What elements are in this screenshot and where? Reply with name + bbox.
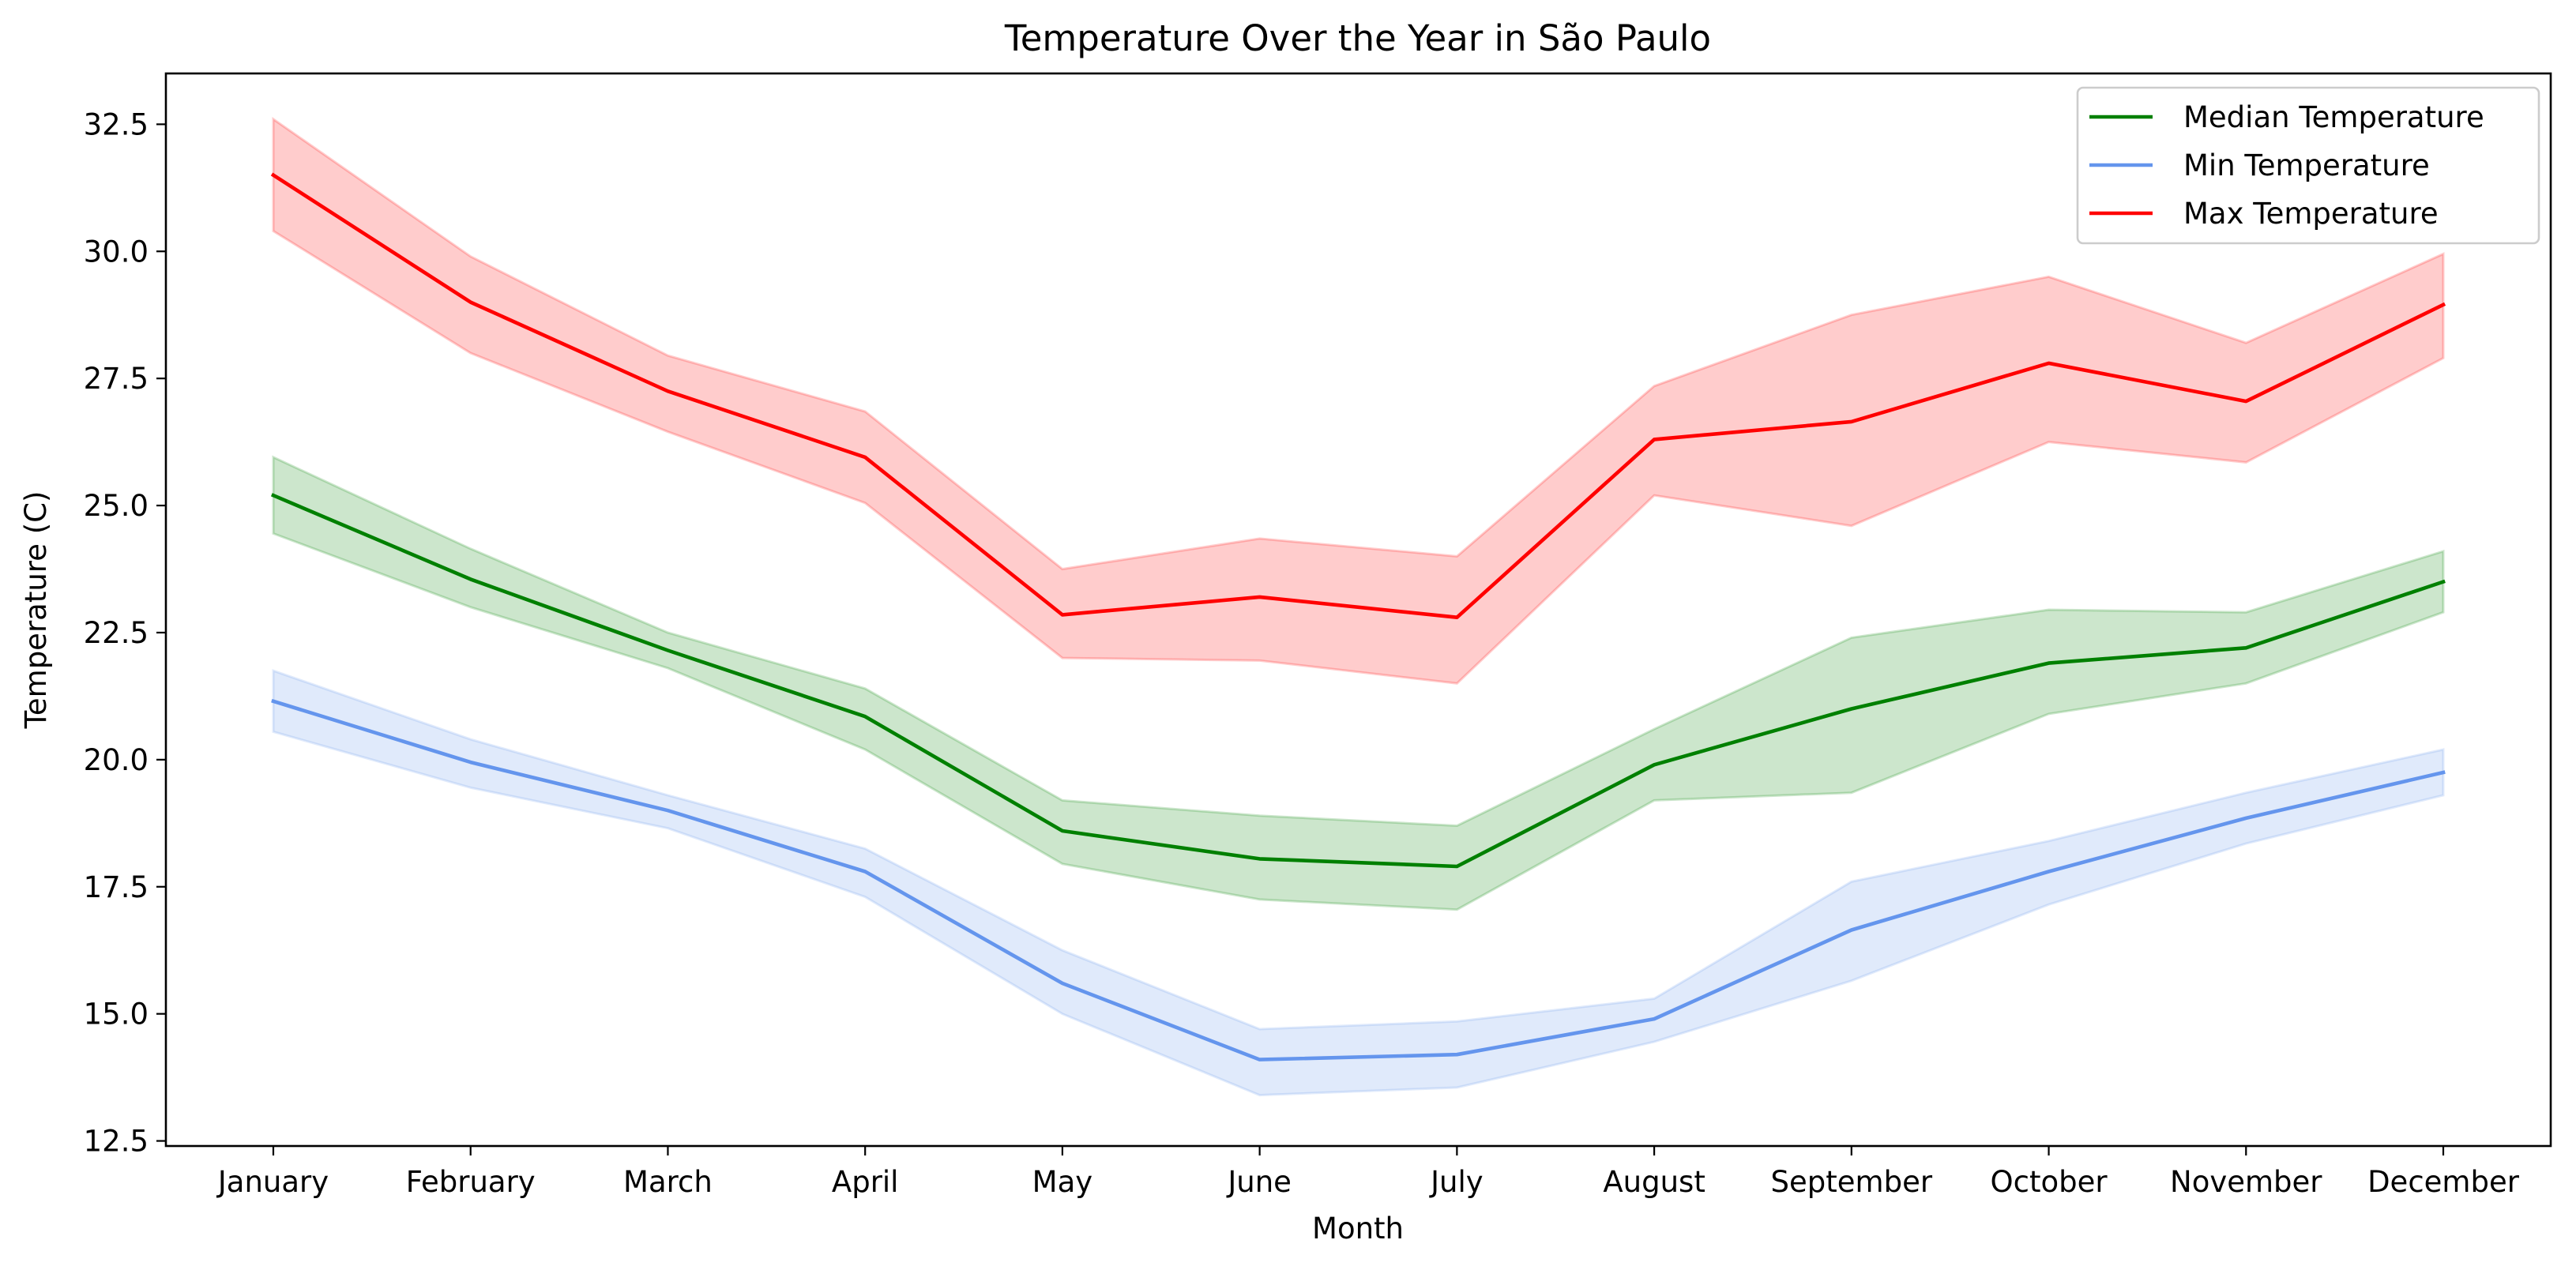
x-axis-label: Month: [1312, 1212, 1404, 1246]
x-tick-label-july: July: [1429, 1165, 1484, 1199]
x-tick-label-march: March: [623, 1165, 713, 1199]
x-axis-ticks: January February March April May June July Augu…: [216, 1146, 2520, 1199]
x-tick-label-january: January: [216, 1165, 329, 1199]
legend-label-min-temperature: Min Temperature: [2183, 148, 2430, 182]
y-tick-label-4: 22.5: [84, 616, 149, 650]
series-lines: [270, 172, 2446, 1061]
x-tick-label-august: August: [1603, 1165, 1705, 1199]
y-axis-ticks: 12.5 15.0 17.5 20.0 22.5 25.0 27.5 30.0 32.5: [84, 107, 166, 1159]
x-tick-label-april: April: [832, 1165, 899, 1199]
legend-box: [2076, 86, 2540, 245]
max-temperature-band: [272, 117, 2445, 685]
y-tick-label-1: 15.0: [84, 998, 149, 1031]
y-tick-label-3: 20.0: [84, 743, 149, 777]
legend-label-median-temperature: Median Temperature: [2183, 100, 2484, 134]
min-temperature-line: [271, 698, 2446, 1061]
median-temperature-band: [272, 455, 2445, 911]
y-axis-label: Temperature (C): [19, 491, 53, 730]
y-tick-label-6: 27.5: [84, 362, 149, 396]
x-tick-label-october: October: [1991, 1165, 2108, 1199]
legend: Median Temperature Min Temperature Max Tem…: [2076, 86, 2540, 245]
x-tick-label-may: May: [1032, 1165, 1093, 1199]
y-tick-label-0: 12.5: [84, 1125, 149, 1159]
x-tick-label-december: December: [2367, 1165, 2520, 1199]
plot-frame: [164, 72, 2552, 1148]
x-tick-label-september: September: [1771, 1165, 1933, 1199]
x-tick-label-june: June: [1226, 1165, 1292, 1199]
chart-title: Temperature Over the Year in São Paulo: [1004, 17, 1711, 59]
y-tick-label-8: 32.5: [84, 107, 149, 141]
x-tick-label-february: February: [406, 1165, 536, 1199]
y-tick-label-5: 25.0: [84, 489, 149, 523]
max-temperature-line: [270, 172, 2446, 620]
y-tick-label-2: 17.5: [84, 870, 149, 904]
y-tick-label-7: 30.0: [84, 235, 149, 269]
legend-label-max-temperature: Max Temperature: [2183, 197, 2439, 231]
median-temperature-line: [270, 493, 2446, 869]
x-tick-label-november: November: [2170, 1165, 2322, 1199]
